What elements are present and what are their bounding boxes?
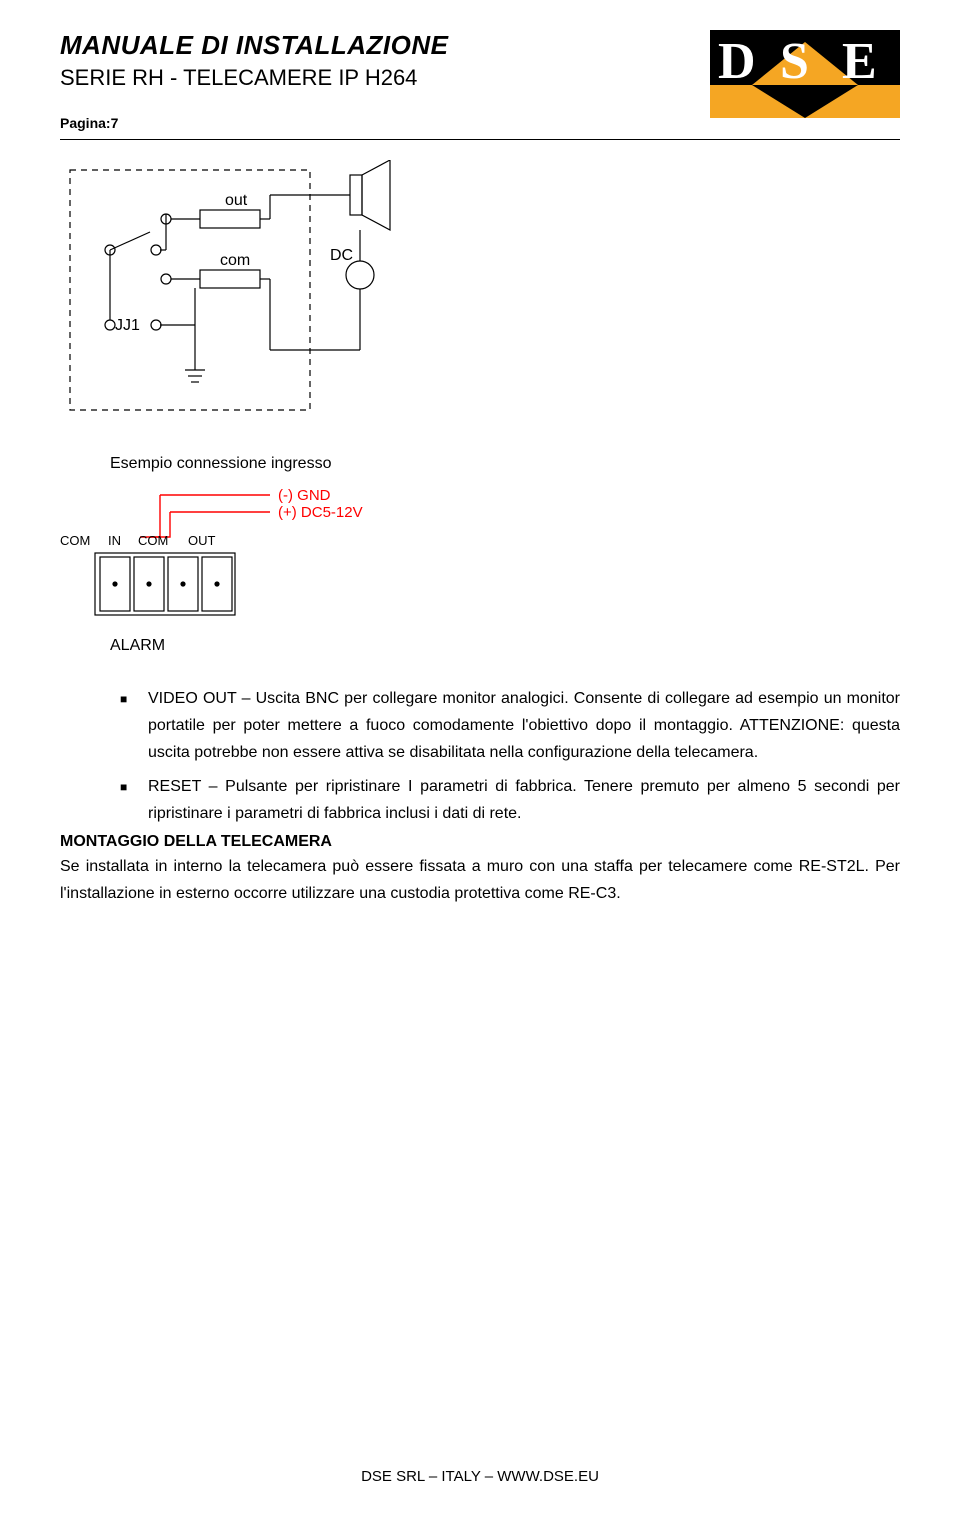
section-text: Se installata in interno la telecamera p… (60, 853, 900, 907)
header-rule (60, 139, 900, 140)
bullet-item: RESET – Pulsante per ripristinare I para… (120, 773, 900, 827)
label-dc512: (+) DC5-12V (278, 504, 363, 521)
label-com: com (220, 252, 250, 269)
alarm-diagram: (-) GND (+) DC5-12V COM IN COM OUT ALARM (60, 485, 900, 665)
circuit-svg: out DC com JJ1 (60, 160, 440, 430)
label-out: out (225, 192, 248, 209)
svg-text:S: S (780, 33, 809, 90)
logo: D S E (710, 30, 900, 123)
header-row: MANUALE DI INSTALLAZIONE SERIE RH - TELE… (60, 30, 900, 139)
bullet-list: VIDEO OUT – Uscita BNC per collegare mon… (120, 685, 900, 827)
diagram1-caption: Esempio connessione ingresso (110, 455, 900, 473)
label-alarm: ALARM (110, 637, 165, 654)
svg-text:D: D (718, 33, 756, 90)
label-jj1: JJ1 (115, 317, 140, 334)
label-in: IN (108, 533, 121, 548)
circuit-diagram: out DC com JJ1 (60, 160, 900, 435)
label-com1: COM (60, 533, 90, 548)
svg-text:E: E (842, 33, 877, 90)
footer: DSE SRL – ITALY – WWW.DSE.EU (0, 1468, 960, 1485)
label-out2: OUT (188, 533, 216, 548)
dse-logo-icon: D S E (710, 30, 900, 118)
label-dc: DC (330, 247, 353, 264)
doc-title: MANUALE DI INSTALLAZIONE (60, 30, 710, 61)
alarm-svg: (-) GND (+) DC5-12V COM IN COM OUT ALARM (60, 485, 480, 660)
bullet-item: VIDEO OUT – Uscita BNC per collegare mon… (120, 685, 900, 767)
mounting-section: MONTAGGIO DELLA TELECAMERA Se installata… (60, 833, 900, 907)
label-com2: COM (138, 533, 168, 548)
page-number: Pagina:7 (60, 115, 710, 131)
page: MANUALE DI INSTALLAZIONE SERIE RH - TELE… (0, 0, 960, 1515)
section-heading: MONTAGGIO DELLA TELECAMERA (60, 833, 900, 851)
label-gnd: (-) GND (278, 487, 331, 504)
doc-subtitle: SERIE RH - TELECAMERE IP H264 (60, 65, 710, 91)
header-left: MANUALE DI INSTALLAZIONE SERIE RH - TELE… (60, 30, 710, 139)
